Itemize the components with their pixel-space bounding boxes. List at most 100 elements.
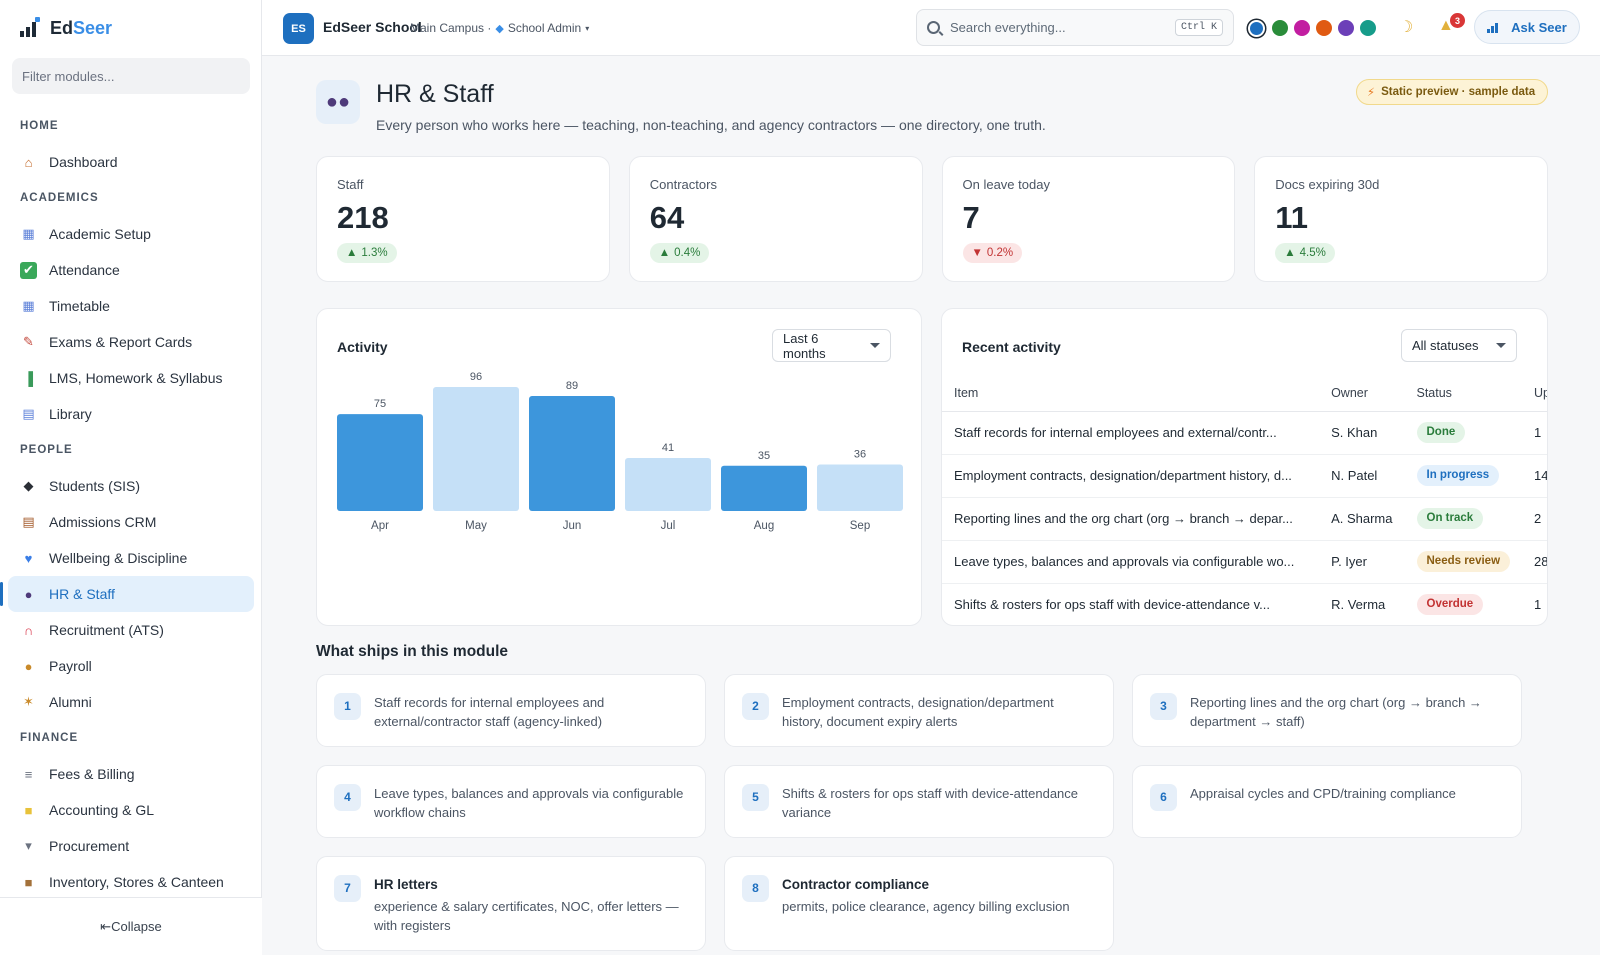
status-badge: Needs review <box>1416 551 1511 572</box>
school-name[interactable]: EdSeer School <box>323 19 422 35</box>
calendar-icon: ▦ <box>22 226 35 241</box>
sidebar-item-timetable[interactable]: ▦ Timetable <box>8 288 254 324</box>
sidebar-item-hr-staff[interactable]: ● HR & Staff <box>0 576 254 612</box>
kpi-card: Docs expiring 30d 11 ▲ 4.5% <box>1254 156 1548 282</box>
chart-bar-may[interactable] <box>433 387 519 511</box>
cell-status: Needs review <box>1404 540 1523 584</box>
column-header[interactable]: Status <box>1404 375 1523 412</box>
chart-bar-sep[interactable] <box>817 464 903 512</box>
range-select[interactable]: Last 6 months <box>772 329 891 362</box>
sidebar-item-attendance[interactable]: ✔ Attendance <box>8 252 254 288</box>
theme-swatch[interactable] <box>1249 21 1263 35</box>
table-row[interactable]: Employment contracts, designation/depart… <box>942 454 1547 498</box>
table-header-row: ItemOwnerStatusUp <box>942 375 1547 412</box>
chart-data-label: 75 <box>374 398 386 410</box>
chart-data-label: 35 <box>758 450 770 462</box>
shield-icon: ◆ <box>495 22 504 35</box>
feature-card: 1 Staff records for internal employees an… <box>316 674 706 747</box>
nav-section-title: HOME <box>20 120 59 132</box>
feature-card: 6 Appraisal cycles and CPD/training compl… <box>1132 765 1522 838</box>
collapse-button[interactable]: ⇤Collapse <box>0 897 262 955</box>
sidebar-item-inventory-stores-canteen[interactable]: ■ Inventory, Stores & Canteen <box>8 864 254 900</box>
sidebar-item-students-sis[interactable]: ◆ Students (SIS) <box>8 468 254 504</box>
status-badge: On track <box>1416 508 1484 529</box>
sidebar-item-fees-billing[interactable]: ≡ Fees & Billing <box>8 756 254 792</box>
campus-role-selector[interactable]: Main Campus · ◆ School Admin ▾ <box>410 21 589 35</box>
sidebar-item-label: Academic Setup <box>49 226 151 242</box>
medal-icon: ✶ <box>23 694 34 709</box>
sidebar-item-procurement[interactable]: ▾ Procurement <box>8 828 254 864</box>
cell-owner: A. Sharma <box>1319 497 1405 541</box>
nav-section-title: ACADEMICS <box>20 192 99 204</box>
sidebar-item-label: Alumni <box>49 694 92 710</box>
kpi-delta-value: 0.2% <box>986 247 1014 259</box>
global-search[interactable]: Ctrl K <box>916 9 1234 46</box>
role-label: School Admin <box>507 21 582 35</box>
sidebar-item-lms-homework-syllabus[interactable]: ▐ LMS, Homework & Syllabus <box>8 360 254 396</box>
feature-text: experience & salary certificates, NOC, o… <box>374 899 679 933</box>
sidebar-item-dashboard[interactable]: ⌂ Dashboard <box>8 144 254 180</box>
page-subtitle: Every person who works here — teaching, … <box>376 117 1046 133</box>
status-filter-select[interactable]: All statuses <box>1401 329 1517 362</box>
column-header[interactable]: Item <box>942 375 1320 412</box>
chart-bar-aug[interactable] <box>721 465 807 511</box>
feature-title: HR letters <box>374 877 438 892</box>
feature-number: 8 <box>742 875 769 902</box>
cell-updated: 14 <box>1522 454 1547 498</box>
theme-swatch[interactable] <box>1337 20 1354 36</box>
kpi-card: Staff 218 ▲ 1.3% <box>316 156 610 282</box>
chart-data-label: 89 <box>566 380 578 392</box>
sidebar-item-library[interactable]: ▤ Library <box>8 396 254 432</box>
logo-icon <box>18 17 40 39</box>
chart-x-tick-label: Sep <box>850 520 870 532</box>
brand-name: EdSeer <box>50 17 113 38</box>
sidebar-item-academic-setup[interactable]: ▦ Academic Setup <box>8 216 254 252</box>
theme-swatch[interactable] <box>1293 20 1310 36</box>
chevron-down-icon: ▾ <box>585 23 590 33</box>
chart-x-tick-label: Aug <box>754 520 774 532</box>
feature-text: Appraisal cycles and CPD/training compli… <box>1190 786 1456 801</box>
table-row[interactable]: Leave types, balances and approvals via … <box>942 540 1547 584</box>
ask-seer-button[interactable]: Ask Seer <box>1474 10 1580 44</box>
sidebar-item-exams-report-cards[interactable]: ✎ Exams & Report Cards <box>8 324 254 360</box>
table-row[interactable]: Reporting lines and the org chart (org →… <box>942 497 1547 541</box>
kpi-delta-badge: ▲ 4.5% <box>1275 243 1335 263</box>
feature-number: 5 <box>742 784 769 811</box>
search-input[interactable] <box>950 20 1165 35</box>
feature-card: 7 HR letters experience & salary certifica… <box>316 856 706 951</box>
table-row[interactable]: Shifts & rosters for ops staff with devi… <box>942 583 1547 625</box>
column-header[interactable]: Owner <box>1319 375 1405 412</box>
sidebar-item-wellbeing-discipline[interactable]: ♥ Wellbeing & Discipline <box>8 540 254 576</box>
theme-swatch[interactable] <box>1359 20 1376 36</box>
cell-owner: S. Khan <box>1319 411 1405 455</box>
feature-number: 2 <box>742 693 769 720</box>
bell-icon[interactable]: ▲ <box>1438 17 1454 34</box>
theme-swatch[interactable] <box>1315 20 1332 36</box>
moon-icon[interactable]: ☽ <box>1399 19 1414 36</box>
sidebar-item-payroll[interactable]: ● Payroll <box>8 648 254 684</box>
sidebar-item-recruitment-ats[interactable]: ∩ Recruitment (ATS) <box>8 612 254 648</box>
recent-activity-title: Recent activity <box>962 339 1061 355</box>
chart-bar-jun[interactable] <box>529 396 615 511</box>
sidebar-item-accounting-gl[interactable]: ■ Accounting & GL <box>8 792 254 828</box>
cell-owner: R. Verma <box>1319 583 1405 625</box>
feature-card: 5 Shifts & rosters for ops staff with dev… <box>724 765 1114 838</box>
table-row[interactable]: Staff records for internal employees and… <box>942 411 1547 455</box>
sidebar-item-label: Inventory, Stores & Canteen <box>49 874 224 890</box>
chart-bar-jul[interactable] <box>625 458 711 511</box>
chart-data-label: 41 <box>662 442 674 454</box>
sidebar-item-alumni[interactable]: ✶ Alumni <box>8 684 254 720</box>
school-badge[interactable]: ES <box>283 13 314 44</box>
sidebar-item-label: Students (SIS) <box>49 478 141 494</box>
cell-owner: P. Iyer <box>1319 540 1405 584</box>
sidebar-item-admissions-crm[interactable]: ▤ Admissions CRM <box>8 504 254 540</box>
chart-bar-apr[interactable] <box>337 414 423 511</box>
arrow-up-icon: ▲ <box>346 247 358 259</box>
chart-x-tick-label: Jun <box>563 520 582 532</box>
cell-updated: 28 <box>1522 540 1547 584</box>
column-header[interactable]: Up <box>1522 375 1547 412</box>
filter-modules-input[interactable] <box>12 58 250 94</box>
brand[interactable]: EdSeer <box>18 16 112 40</box>
theme-swatch[interactable] <box>1271 20 1288 36</box>
sidebar-item-label: Admissions CRM <box>49 514 157 530</box>
